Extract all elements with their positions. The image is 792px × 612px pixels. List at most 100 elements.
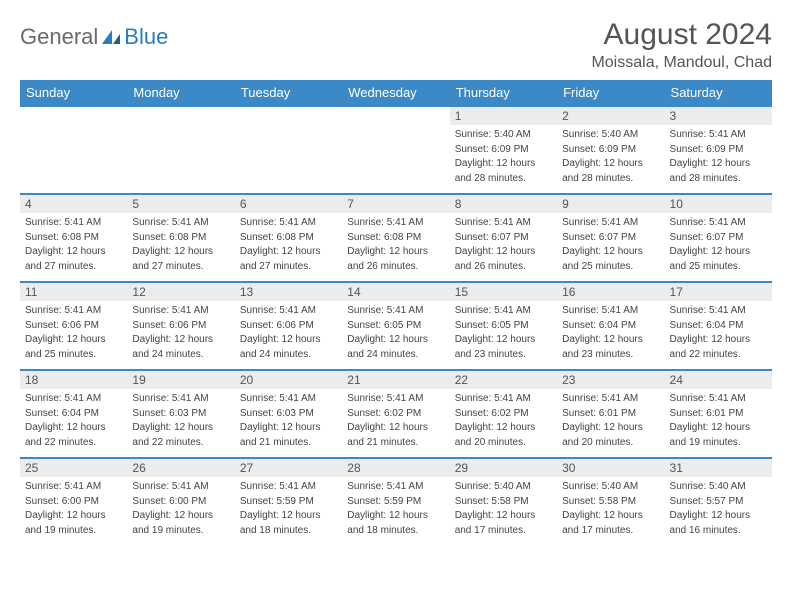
calendar-cell: 14Sunrise: 5:41 AMSunset: 6:05 PMDayligh…: [342, 282, 449, 370]
sunset-text: Sunset: 5:59 PM: [240, 495, 337, 509]
calendar-cell: 3Sunrise: 5:41 AMSunset: 6:09 PMDaylight…: [665, 106, 772, 194]
day-number: 24: [665, 371, 772, 389]
daylight-text: Daylight: 12 hours: [132, 333, 229, 347]
sunrise-text: Sunrise: 5:41 AM: [562, 304, 659, 318]
day-number: 18: [20, 371, 127, 389]
day-number: 2: [557, 107, 664, 125]
daylight-text: and 22 minutes.: [132, 436, 229, 450]
daylight-text: and 21 minutes.: [347, 436, 444, 450]
calendar-cell: 10Sunrise: 5:41 AMSunset: 6:07 PMDayligh…: [665, 194, 772, 282]
sunrise-text: Sunrise: 5:41 AM: [455, 304, 552, 318]
daylight-text: Daylight: 12 hours: [240, 245, 337, 259]
day-details: Sunrise: 5:41 AMSunset: 6:06 PMDaylight:…: [20, 301, 127, 366]
sunset-text: Sunset: 6:09 PM: [455, 143, 552, 157]
daylight-text: and 24 minutes.: [347, 348, 444, 362]
sunrise-text: Sunrise: 5:41 AM: [240, 304, 337, 318]
day-number: [127, 107, 234, 125]
sunset-text: Sunset: 6:02 PM: [347, 407, 444, 421]
daylight-text: Daylight: 12 hours: [670, 245, 767, 259]
daylight-text: and 27 minutes.: [132, 260, 229, 274]
sunset-text: Sunset: 6:07 PM: [670, 231, 767, 245]
day-number: 22: [450, 371, 557, 389]
daylight-text: Daylight: 12 hours: [562, 245, 659, 259]
sunrise-text: Sunrise: 5:41 AM: [562, 216, 659, 230]
day-number: 6: [235, 195, 342, 213]
daylight-text: and 16 minutes.: [670, 524, 767, 538]
page-header: General Blue August 2024 Moissala, Mando…: [20, 18, 772, 72]
calendar-cell: 4Sunrise: 5:41 AMSunset: 6:08 PMDaylight…: [20, 194, 127, 282]
sunset-text: Sunset: 5:58 PM: [455, 495, 552, 509]
calendar-cell: [127, 106, 234, 194]
daylight-text: Daylight: 12 hours: [347, 333, 444, 347]
day-details: Sunrise: 5:41 AMSunset: 6:06 PMDaylight:…: [235, 301, 342, 366]
daylight-text: Daylight: 12 hours: [562, 421, 659, 435]
calendar-week: 11Sunrise: 5:41 AMSunset: 6:06 PMDayligh…: [20, 282, 772, 370]
calendar-cell: 12Sunrise: 5:41 AMSunset: 6:06 PMDayligh…: [127, 282, 234, 370]
daylight-text: Daylight: 12 hours: [562, 157, 659, 171]
calendar-cell: 27Sunrise: 5:41 AMSunset: 5:59 PMDayligh…: [235, 458, 342, 546]
sunset-text: Sunset: 6:06 PM: [25, 319, 122, 333]
daylight-text: and 19 minutes.: [670, 436, 767, 450]
sunrise-text: Sunrise: 5:41 AM: [347, 480, 444, 494]
day-details: Sunrise: 5:41 AMSunset: 6:04 PMDaylight:…: [20, 389, 127, 454]
calendar-cell: 15Sunrise: 5:41 AMSunset: 6:05 PMDayligh…: [450, 282, 557, 370]
day-details: Sunrise: 5:40 AMSunset: 5:57 PMDaylight:…: [665, 477, 772, 542]
sunset-text: Sunset: 6:04 PM: [25, 407, 122, 421]
day-details: Sunrise: 5:41 AMSunset: 6:01 PMDaylight:…: [665, 389, 772, 454]
day-number: 8: [450, 195, 557, 213]
day-header: Wednesday: [342, 80, 449, 106]
daylight-text: and 20 minutes.: [562, 436, 659, 450]
day-number: [235, 107, 342, 125]
calendar-cell: 17Sunrise: 5:41 AMSunset: 6:04 PMDayligh…: [665, 282, 772, 370]
calendar-cell: 26Sunrise: 5:41 AMSunset: 6:00 PMDayligh…: [127, 458, 234, 546]
brand-logo: General Blue: [20, 18, 168, 50]
day-number: 16: [557, 283, 664, 301]
day-details: Sunrise: 5:41 AMSunset: 6:08 PMDaylight:…: [342, 213, 449, 278]
day-header: Thursday: [450, 80, 557, 106]
day-details: Sunrise: 5:41 AMSunset: 6:08 PMDaylight:…: [20, 213, 127, 278]
calendar-cell: 29Sunrise: 5:40 AMSunset: 5:58 PMDayligh…: [450, 458, 557, 546]
calendar-cell: 8Sunrise: 5:41 AMSunset: 6:07 PMDaylight…: [450, 194, 557, 282]
day-details: Sunrise: 5:41 AMSunset: 6:03 PMDaylight:…: [235, 389, 342, 454]
calendar-cell: 6Sunrise: 5:41 AMSunset: 6:08 PMDaylight…: [235, 194, 342, 282]
day-number: 21: [342, 371, 449, 389]
daylight-text: Daylight: 12 hours: [670, 421, 767, 435]
sunrise-text: Sunrise: 5:40 AM: [562, 128, 659, 142]
calendar-cell: 7Sunrise: 5:41 AMSunset: 6:08 PMDaylight…: [342, 194, 449, 282]
daylight-text: and 18 minutes.: [347, 524, 444, 538]
sunset-text: Sunset: 5:58 PM: [562, 495, 659, 509]
day-number: 14: [342, 283, 449, 301]
sunset-text: Sunset: 6:08 PM: [132, 231, 229, 245]
day-number: 31: [665, 459, 772, 477]
sunset-text: Sunset: 6:08 PM: [240, 231, 337, 245]
sunset-text: Sunset: 6:09 PM: [562, 143, 659, 157]
day-number: 11: [20, 283, 127, 301]
sunrise-text: Sunrise: 5:40 AM: [562, 480, 659, 494]
calendar-cell: 5Sunrise: 5:41 AMSunset: 6:08 PMDaylight…: [127, 194, 234, 282]
sunrise-text: Sunrise: 5:41 AM: [670, 304, 767, 318]
sunrise-text: Sunrise: 5:40 AM: [455, 128, 552, 142]
day-details: Sunrise: 5:41 AMSunset: 6:00 PMDaylight:…: [20, 477, 127, 542]
daylight-text: and 26 minutes.: [455, 260, 552, 274]
calendar-cell: 25Sunrise: 5:41 AMSunset: 6:00 PMDayligh…: [20, 458, 127, 546]
daylight-text: and 25 minutes.: [25, 348, 122, 362]
calendar-cell: 30Sunrise: 5:40 AMSunset: 5:58 PMDayligh…: [557, 458, 664, 546]
day-number: 3: [665, 107, 772, 125]
daylight-text: Daylight: 12 hours: [455, 421, 552, 435]
sunset-text: Sunset: 6:00 PM: [25, 495, 122, 509]
sunset-text: Sunset: 6:05 PM: [455, 319, 552, 333]
day-number: 25: [20, 459, 127, 477]
daylight-text: Daylight: 12 hours: [240, 421, 337, 435]
daylight-text: Daylight: 12 hours: [240, 333, 337, 347]
daylight-text: and 24 minutes.: [132, 348, 229, 362]
daylight-text: Daylight: 12 hours: [670, 333, 767, 347]
daylight-text: Daylight: 12 hours: [347, 245, 444, 259]
daylight-text: Daylight: 12 hours: [455, 157, 552, 171]
sunset-text: Sunset: 6:08 PM: [25, 231, 122, 245]
daylight-text: Daylight: 12 hours: [132, 509, 229, 523]
calendar-week: 18Sunrise: 5:41 AMSunset: 6:04 PMDayligh…: [20, 370, 772, 458]
day-number: 7: [342, 195, 449, 213]
day-header: Friday: [557, 80, 664, 106]
day-header: Sunday: [20, 80, 127, 106]
daylight-text: Daylight: 12 hours: [562, 509, 659, 523]
